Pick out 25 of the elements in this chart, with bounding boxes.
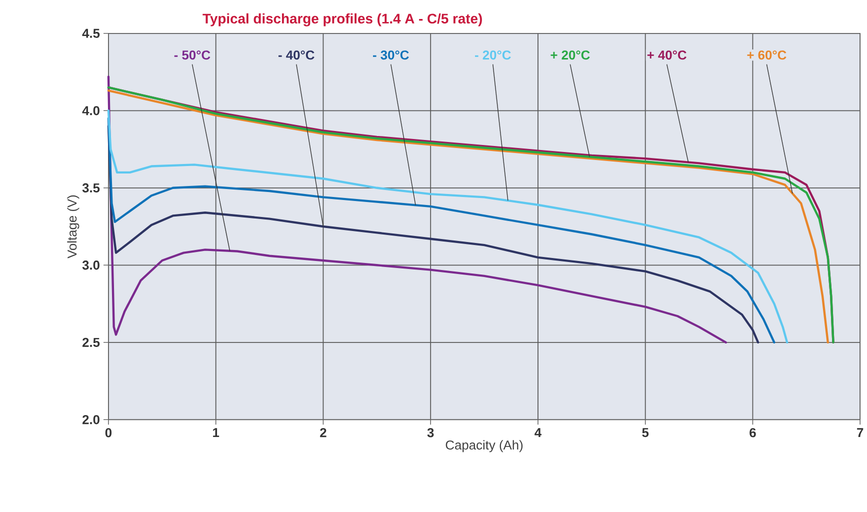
x-tick-label: 4 <box>534 428 542 437</box>
y-tick-label: 3.5 <box>82 183 100 192</box>
text: + 60°C <box>747 50 786 60</box>
text: + 20°C <box>550 50 590 60</box>
y-tick-label: 4.0 <box>82 106 100 116</box>
x-tick-label: 2 <box>320 428 326 437</box>
y-tick-label: 4.5 <box>82 28 100 38</box>
y-tick-label: 3.0 <box>82 260 100 270</box>
chart-title: Typical discharge profiles (1.4 A - C/5 rate) <box>202 13 482 26</box>
y-tick-label: 2.5 <box>82 338 100 347</box>
x-tick-label: 6 <box>750 428 756 438</box>
x-tick-label: 0 <box>105 428 112 438</box>
x-tick-label: 5 <box>642 428 649 437</box>
x-axis-title: Capacity (Ah) <box>446 440 523 452</box>
text: - 20°C <box>475 50 511 60</box>
text: - 30°C <box>373 50 409 60</box>
text: - 40°C <box>278 50 314 60</box>
y-tick-label: 2.0 <box>82 414 100 424</box>
line-series <box>107 75 727 344</box>
text: - 50°C <box>174 50 210 60</box>
x-tick-label: 1 <box>213 428 220 437</box>
x-tick-label: 7 <box>857 428 864 437</box>
text: + 40°C <box>647 50 686 60</box>
x-tick-label: 3 <box>427 428 434 438</box>
y-axis-title: Voltage (V) <box>67 195 80 258</box>
